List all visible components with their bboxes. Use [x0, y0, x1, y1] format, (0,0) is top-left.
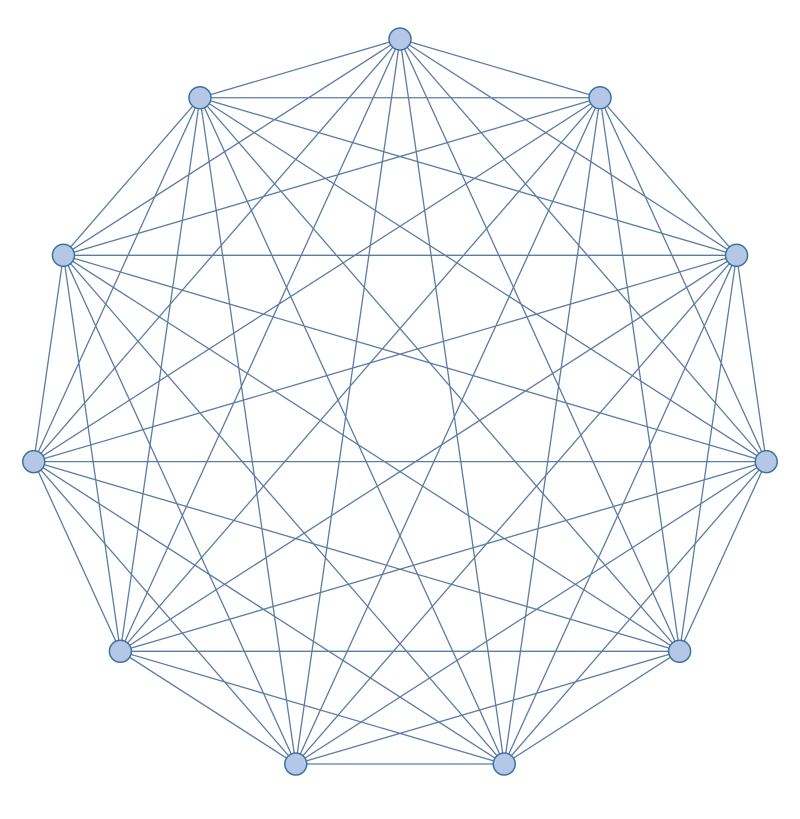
graph-node: [755, 451, 777, 473]
edge: [400, 39, 504, 764]
edge: [34, 462, 296, 764]
graph-node: [109, 640, 131, 662]
edge: [34, 462, 504, 764]
edge: [296, 651, 680, 764]
edge: [504, 98, 600, 764]
edge: [120, 39, 400, 651]
edge: [296, 39, 400, 764]
graph-node: [52, 244, 74, 266]
graph-node: [389, 28, 411, 50]
nodes-group: [23, 28, 777, 775]
edge: [63, 255, 679, 651]
edge: [120, 98, 600, 652]
edge: [200, 98, 296, 764]
edge: [34, 255, 737, 461]
edge: [200, 98, 680, 652]
graph-node: [493, 753, 515, 775]
edge: [200, 98, 766, 462]
edge: [600, 98, 737, 256]
edge: [120, 462, 766, 652]
graph-node: [589, 87, 611, 109]
edge: [63, 255, 766, 461]
graph-node: [189, 87, 211, 109]
graph-node: [726, 244, 748, 266]
edge: [680, 255, 737, 651]
edge: [296, 98, 600, 764]
edge: [63, 255, 120, 651]
edge: [600, 98, 766, 462]
edge: [120, 255, 736, 651]
edge: [63, 255, 504, 764]
edge: [504, 462, 766, 764]
graph-node: [23, 451, 45, 473]
graph-node: [285, 753, 307, 775]
complete-graph-k11: [0, 0, 800, 819]
edge: [200, 39, 400, 98]
edge: [120, 651, 504, 764]
edge: [34, 462, 680, 652]
edge: [63, 39, 400, 255]
edge: [63, 255, 295, 764]
edge: [400, 39, 600, 98]
edge: [63, 98, 200, 256]
edge: [504, 255, 736, 764]
edge: [296, 462, 766, 764]
edge: [296, 255, 737, 764]
edge: [120, 98, 200, 652]
edge: [600, 98, 680, 652]
edge: [34, 98, 200, 462]
edges-group: [34, 39, 766, 764]
graph-node: [669, 640, 691, 662]
edge: [400, 39, 737, 255]
edge: [200, 98, 504, 764]
edge: [400, 39, 680, 651]
edge: [34, 98, 600, 462]
